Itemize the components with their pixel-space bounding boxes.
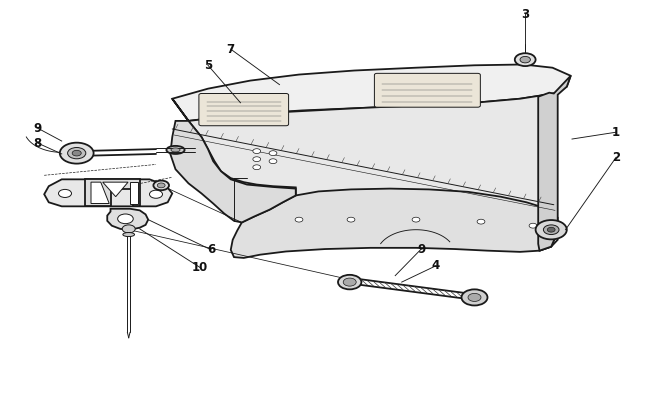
Polygon shape xyxy=(103,182,128,197)
Polygon shape xyxy=(84,179,140,206)
Polygon shape xyxy=(538,76,571,251)
Polygon shape xyxy=(172,64,571,121)
Polygon shape xyxy=(44,179,172,206)
Text: 10: 10 xyxy=(192,261,208,274)
Ellipse shape xyxy=(166,146,185,154)
Text: 5: 5 xyxy=(204,59,212,72)
Circle shape xyxy=(269,151,277,156)
Ellipse shape xyxy=(123,233,135,237)
Text: 2: 2 xyxy=(612,151,620,164)
Text: 9: 9 xyxy=(34,122,42,135)
Ellipse shape xyxy=(171,148,180,152)
Circle shape xyxy=(347,217,355,222)
Polygon shape xyxy=(107,209,148,230)
Circle shape xyxy=(253,149,261,154)
Circle shape xyxy=(122,225,135,233)
Circle shape xyxy=(295,217,303,222)
Text: 1: 1 xyxy=(612,126,620,139)
Polygon shape xyxy=(130,182,138,204)
Circle shape xyxy=(468,293,481,301)
Circle shape xyxy=(68,147,86,159)
Circle shape xyxy=(343,278,356,286)
Circle shape xyxy=(153,181,169,190)
Circle shape xyxy=(520,56,530,63)
Circle shape xyxy=(269,159,277,164)
Circle shape xyxy=(543,225,559,235)
Circle shape xyxy=(462,289,488,305)
Polygon shape xyxy=(91,182,109,204)
Circle shape xyxy=(253,165,261,170)
Circle shape xyxy=(118,214,133,224)
Text: 3: 3 xyxy=(521,8,529,21)
Circle shape xyxy=(58,189,72,197)
Circle shape xyxy=(338,275,361,289)
Circle shape xyxy=(536,220,567,239)
FancyBboxPatch shape xyxy=(199,93,289,126)
Text: 9: 9 xyxy=(417,243,425,256)
Circle shape xyxy=(60,143,94,164)
Circle shape xyxy=(412,217,420,222)
Text: 7: 7 xyxy=(227,43,235,56)
Text: 8: 8 xyxy=(34,137,42,150)
Polygon shape xyxy=(170,121,296,222)
Polygon shape xyxy=(172,93,558,251)
Circle shape xyxy=(529,223,537,228)
Circle shape xyxy=(477,219,485,224)
Text: 4: 4 xyxy=(432,260,439,272)
Text: 6: 6 xyxy=(207,243,215,256)
Polygon shape xyxy=(231,189,558,258)
Circle shape xyxy=(253,157,261,162)
Circle shape xyxy=(150,190,162,198)
Circle shape xyxy=(515,53,536,66)
Circle shape xyxy=(157,183,165,188)
FancyBboxPatch shape xyxy=(374,73,480,107)
Circle shape xyxy=(72,150,81,156)
Circle shape xyxy=(547,227,555,232)
